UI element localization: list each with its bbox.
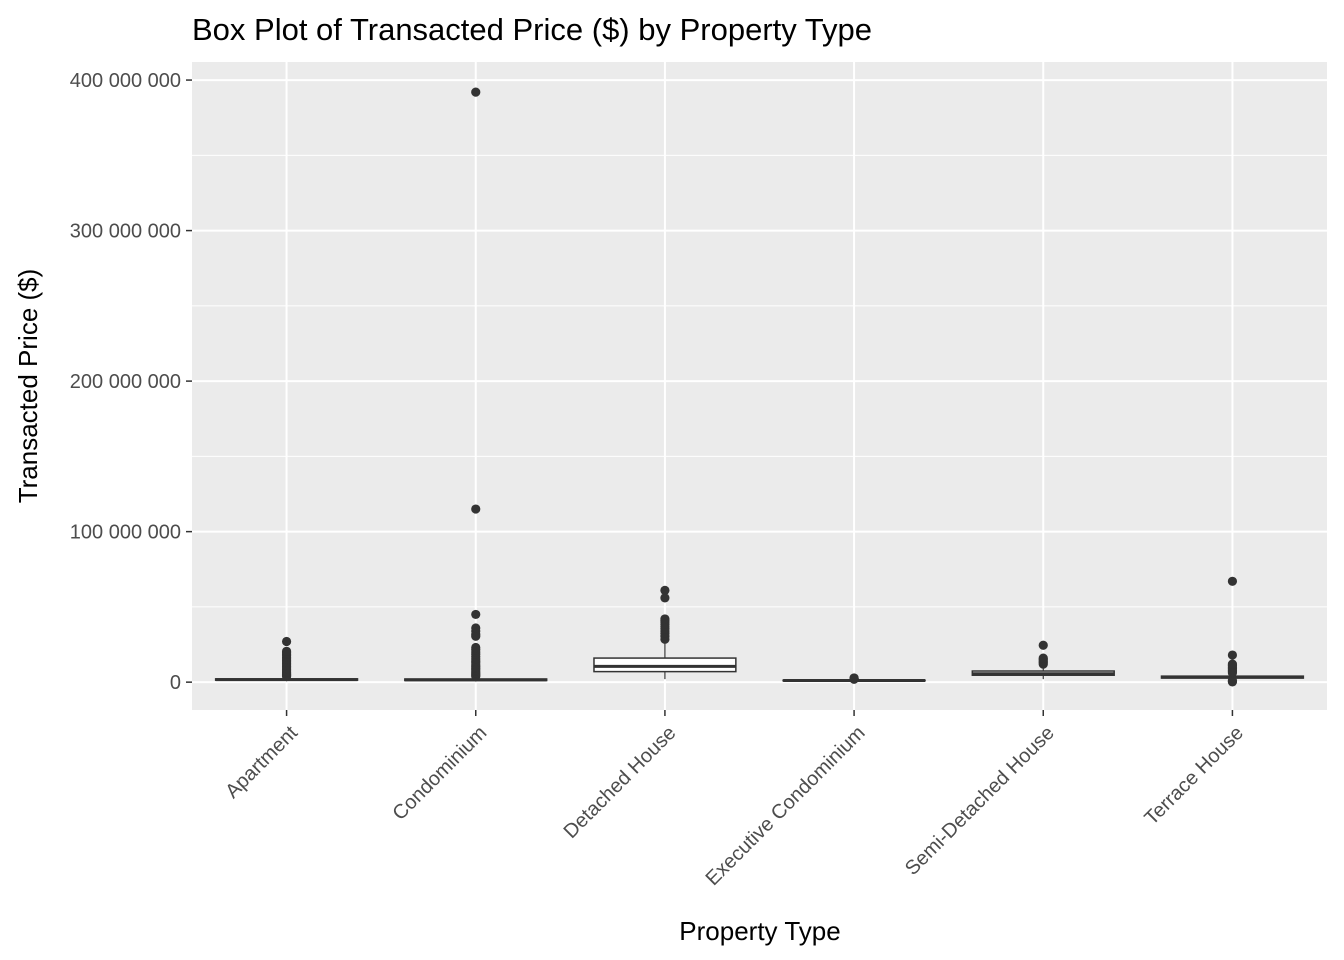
major-grid-lines <box>192 62 1327 710</box>
minor-grid-lines <box>192 154 1327 608</box>
box-group-terrace-house <box>1160 576 1305 687</box>
plot-panel <box>192 62 1327 710</box>
y-tick-label: 100 000 000 <box>70 522 181 544</box>
outlier-point <box>471 642 481 653</box>
outlier-point <box>471 87 481 97</box>
outlier-point <box>660 614 670 624</box>
box-group-condominium <box>404 87 548 682</box>
outlier-point <box>281 646 292 656</box>
box-group-detached-house <box>593 585 737 680</box>
outlier-point <box>471 623 481 633</box>
y-tick-label: 300 000 000 <box>70 221 181 243</box>
box-group-apartment <box>214 636 359 682</box>
outlier-point <box>660 585 670 595</box>
y-tick-label: 0 <box>170 672 181 694</box>
outlier-point <box>1227 576 1238 586</box>
box-group-semi-detached-house <box>971 640 1115 680</box>
y-tick-label: 200 000 000 <box>70 371 181 393</box>
y-axis-ticks: 0 100 000 000 200 000 000 300 000 000 400 00… <box>70 70 192 694</box>
box-iqr <box>593 657 737 673</box>
box-marks <box>214 87 1305 687</box>
box-group-executive-condominium <box>782 673 926 684</box>
outlier-point <box>281 636 292 647</box>
y-tick-label: 400 000 000 <box>70 70 181 92</box>
outlier-point <box>1227 659 1238 669</box>
outlier-point <box>1227 676 1238 686</box>
outlier-point <box>471 504 481 514</box>
outlier-point <box>849 673 859 683</box>
x-axis-title: Property Type <box>679 916 840 946</box>
outlier-point <box>1227 650 1238 660</box>
outlier-point <box>1038 640 1048 650</box>
outlier-point <box>660 593 670 603</box>
outlier-point <box>471 609 481 620</box>
y-axis-title: Transacted Price ($) <box>13 269 43 504</box>
outlier-point <box>1038 653 1048 663</box>
chart-title: Box Plot of Transacted Price ($) by Prop… <box>192 12 872 47</box>
